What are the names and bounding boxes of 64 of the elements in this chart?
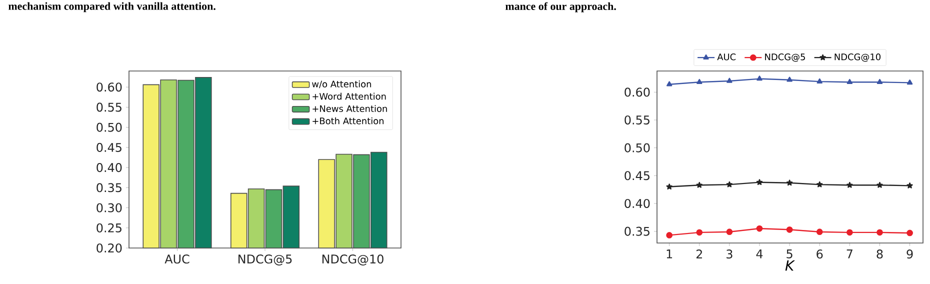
x-tick-label: 2 <box>696 250 702 258</box>
y-tick-label: 0.45 <box>96 142 122 152</box>
x-tick-label: NDCG@5 <box>238 254 292 266</box>
legend-label: AUC <box>717 54 736 60</box>
x-tick-label: 3 <box>726 250 732 259</box>
point <box>846 182 853 188</box>
y-tick-label: 0.30 <box>96 203 122 212</box>
point <box>726 181 733 188</box>
point <box>876 229 883 236</box>
x-tick-label: NDCG@10 <box>322 254 384 266</box>
point <box>786 76 792 82</box>
y-tick-label: 0.50 <box>96 122 122 132</box>
point <box>906 80 913 85</box>
legend-label: NDCG@5 <box>765 54 805 62</box>
legend-label: NDCG@10 <box>834 54 880 62</box>
legend-label: +Word Attention <box>312 92 386 100</box>
x-axis-title: K <box>785 260 796 271</box>
point <box>786 226 793 233</box>
x-tick-label: 8 <box>876 250 883 259</box>
legend-label: +News Attention <box>312 105 387 112</box>
y-tick-label: 0.55 <box>624 115 650 125</box>
legend-label: +Both Attention <box>312 117 384 124</box>
point <box>846 78 853 84</box>
point <box>786 180 793 186</box>
point <box>756 179 763 186</box>
point <box>816 78 822 84</box>
y-tick-label: 0.35 <box>624 226 650 236</box>
y-tick-label: 0.55 <box>96 102 122 112</box>
point <box>906 230 913 236</box>
point <box>876 182 883 188</box>
point <box>666 232 673 238</box>
text: mechanism compared with vanilla attention. <box>8 2 216 12</box>
x-tick-label: AUC <box>164 254 190 264</box>
y-tick-label: 0.60 <box>624 88 650 97</box>
point <box>816 181 823 188</box>
point <box>906 182 913 188</box>
point <box>756 225 763 232</box>
text: mance of our approach. <box>506 2 616 12</box>
x-tick-label: 5 <box>786 250 792 258</box>
y-tick-label: 0.40 <box>624 198 650 208</box>
y-tick-label: 0.60 <box>96 82 122 92</box>
point <box>726 78 732 83</box>
point <box>876 78 883 84</box>
y-tick-label: 0.20 <box>96 243 122 253</box>
point <box>756 76 762 81</box>
x-tick-label: 9 <box>906 250 913 259</box>
x-tick-label: 7 <box>846 250 852 258</box>
point <box>846 229 853 236</box>
y-tick-label: 0.35 <box>96 183 122 192</box>
legend-label: w/o Attention <box>312 80 372 88</box>
point <box>726 228 733 236</box>
point <box>696 229 703 236</box>
point <box>696 182 702 188</box>
y-tick-label: 0.45 <box>624 171 650 180</box>
point <box>696 78 702 84</box>
point <box>816 228 823 236</box>
x-tick-label: 6 <box>816 250 823 259</box>
point <box>666 184 672 190</box>
y-tick-label: 0.40 <box>96 163 122 172</box>
y-tick-label: 0.25 <box>96 223 122 232</box>
y-tick-label: 0.50 <box>624 143 650 152</box>
x-tick-label: 4 <box>756 250 763 258</box>
point <box>666 81 672 86</box>
x-tick-label: 1 <box>666 250 672 258</box>
